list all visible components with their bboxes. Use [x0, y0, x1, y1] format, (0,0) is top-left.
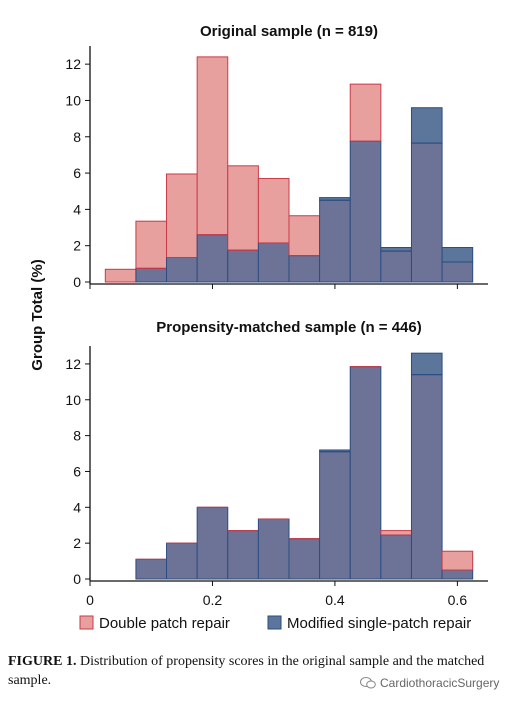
bar-overlap [227, 530, 259, 580]
panel-1: Original sample (n = 819) 0 2 4 6 8 10 12 [65, 23, 488, 290]
bar-overlap [288, 538, 321, 580]
legend-label: Double patch repair [99, 615, 230, 632]
watermark: CardiothoracicSurgery [360, 676, 500, 690]
y-tick-label: 12 [65, 56, 81, 72]
x-tick-label: 0.4 [325, 592, 345, 608]
figure-caption: FIGURE 1. Distribution of propensity sco… [8, 652, 520, 690]
panel-2: Propensity-matched sample (n = 446) 0 2 4 6 8… [65, 319, 488, 608]
y-axis-label: Group Total (%) [29, 259, 46, 370]
bar-overlap [441, 569, 474, 580]
bar-overlap [410, 142, 443, 283]
x-tick-label: 0.2 [203, 592, 223, 608]
bar-overlap [410, 374, 443, 580]
watermark-text: CardiothoracicSurgery [380, 676, 500, 690]
bar-single-patch [380, 247, 412, 252]
panel-title: Propensity-matched sample (n = 446) [156, 319, 422, 336]
bar-double-patch [196, 56, 229, 236]
y-tick-label: 10 [65, 392, 81, 408]
bar-overlap [257, 242, 290, 283]
bar-single-patch [410, 352, 443, 376]
legend-label: Modified single-patch repair [287, 615, 471, 632]
bar-double-patch [288, 215, 321, 257]
legend-swatch [79, 615, 94, 630]
bar-overlap [441, 261, 474, 283]
x-tick-label: 0.6 [448, 592, 468, 608]
bar-overlap [135, 267, 168, 283]
bar-overlap [349, 140, 382, 283]
bar-overlap [227, 249, 259, 283]
bar-double-patch [104, 268, 137, 283]
bar-overlap [196, 506, 229, 580]
bar-double-patch [166, 173, 198, 258]
bar-overlap [380, 534, 412, 580]
caption-text: Distribution of propensity scores in the… [8, 654, 485, 688]
x-tick-label: 0 [86, 592, 94, 608]
bar-double-patch [380, 530, 412, 536]
bar-overlap [349, 366, 382, 580]
y-tick-label: 6 [73, 463, 81, 479]
caption-label: FIGURE 1. [8, 654, 77, 669]
bar-overlap [166, 542, 198, 580]
legend: Double patch repair Modified single-patch… [79, 615, 471, 632]
bar-double-patch [135, 220, 168, 269]
bar-overlap [380, 250, 412, 283]
bar-overlap [166, 256, 198, 283]
y-tick-label: 12 [65, 356, 81, 372]
y-tick-label: 0 [73, 274, 81, 290]
bar-single-patch [441, 247, 474, 263]
y-tick-label: 4 [73, 201, 81, 217]
wechat-icon [360, 677, 376, 689]
bar-double-patch [441, 550, 474, 571]
y-tick-label: 4 [73, 499, 81, 515]
bar-overlap [288, 255, 321, 283]
panel-title: Original sample (n = 819) [200, 23, 378, 40]
bar-double-patch [349, 83, 382, 142]
bar-double-patch [257, 178, 290, 244]
bar-overlap [135, 558, 168, 580]
bar-overlap [196, 234, 229, 283]
y-tick-label: 6 [73, 165, 81, 181]
bar-double-patch [227, 165, 259, 251]
y-tick-label: 8 [73, 129, 81, 145]
bar-single-patch [410, 107, 443, 144]
legend-swatch [267, 615, 282, 630]
bar-overlap [257, 518, 290, 580]
y-tick-label: 10 [65, 92, 81, 108]
y-tick-label: 8 [73, 428, 81, 444]
figure-chart: Original sample (n = 819)024681012Propen… [29, 23, 488, 632]
y-tick-label: 2 [73, 535, 81, 551]
bar-overlap [319, 199, 351, 283]
bar-overlap [319, 451, 351, 580]
y-tick-label: 2 [73, 238, 81, 254]
y-tick-label: 0 [73, 571, 81, 587]
